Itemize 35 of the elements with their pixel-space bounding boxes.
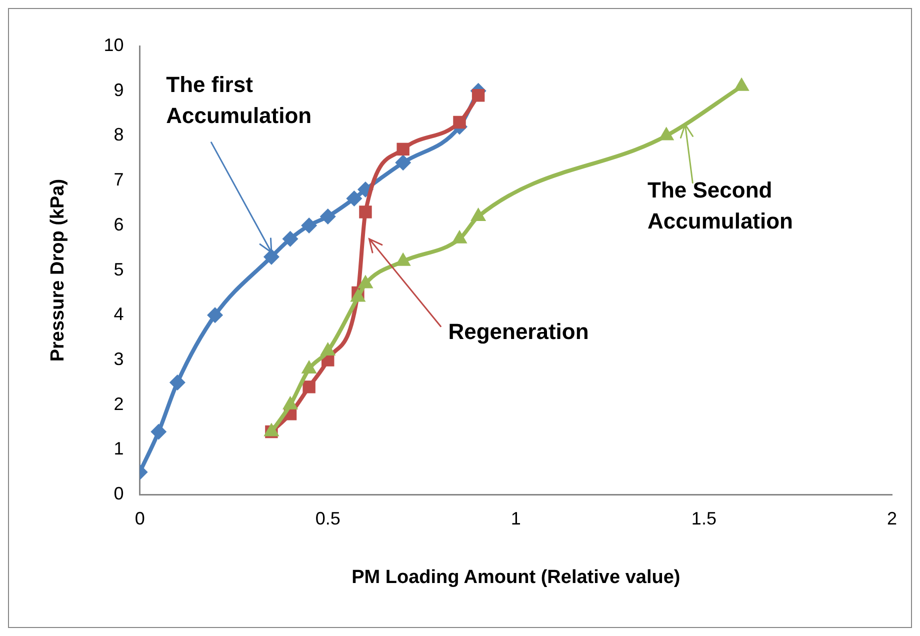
x-tick-label: 0.5	[315, 508, 340, 528]
point	[207, 307, 224, 324]
point	[396, 142, 410, 156]
point	[150, 424, 167, 440]
y-tick-label: 2	[114, 394, 124, 414]
y-tick-label: 9	[114, 80, 124, 100]
point	[472, 88, 485, 102]
x-tick-label: 1	[510, 508, 521, 528]
point	[302, 380, 316, 394]
point	[320, 208, 336, 224]
y-tick-label: 3	[114, 348, 124, 369]
point	[282, 230, 298, 247]
y-tick-label: 5	[114, 259, 124, 280]
point	[453, 116, 466, 129]
x-axis-title: PM Loading Amount (Relative value)	[352, 566, 680, 588]
x-tick-label: 0	[134, 508, 145, 528]
y-tick-label: 6	[114, 214, 124, 234]
x-tick-label: 1.5	[691, 508, 716, 528]
point	[301, 217, 318, 234]
y-tick-label: 8	[114, 124, 124, 145]
y-tick-label: 1	[114, 438, 124, 459]
x-tick-label: 2	[886, 508, 897, 528]
y-tick-label: 4	[114, 304, 124, 324]
point	[359, 206, 372, 218]
point	[346, 190, 362, 207]
annotation: The Second Accumulation	[648, 178, 794, 234]
y-tick-label: 7	[114, 170, 124, 190]
point	[263, 248, 280, 265]
y-axis-title: Pressure Drop (kPa)	[48, 178, 69, 362]
annotation: Regeneration	[448, 318, 589, 344]
annotation: The first Accumulation	[166, 72, 312, 128]
y-tick-label: 0	[114, 484, 124, 504]
point	[169, 374, 186, 390]
y-tick-label: 10	[104, 34, 124, 55]
point	[395, 154, 412, 171]
